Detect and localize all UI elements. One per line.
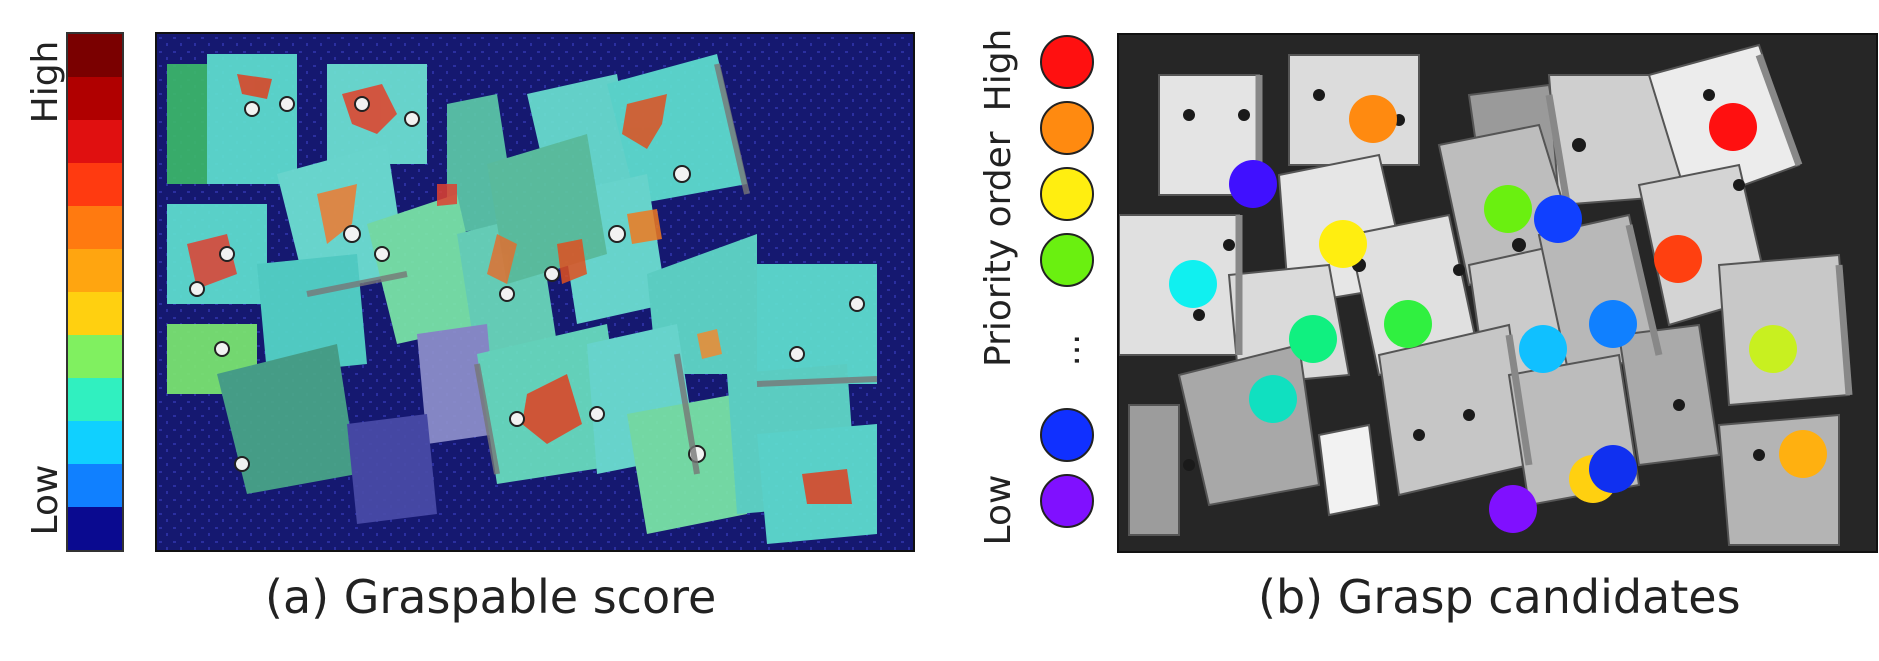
colorbar-segment <box>68 206 122 249</box>
grasp-candidate-dot <box>1484 185 1532 233</box>
legend-title: Priority order <box>978 131 1019 367</box>
candidates-canvas <box>1119 35 1876 551</box>
colorbar-segment <box>68 163 122 206</box>
grasp-candidate-dot <box>1534 195 1582 243</box>
grasp-candidate-dot <box>1779 430 1827 478</box>
colorbar-segment <box>68 507 122 550</box>
grasp-candidate-dot <box>1319 220 1367 268</box>
legend-ellipsis: ... <box>1048 333 1089 367</box>
heatmap-canvas <box>157 34 913 550</box>
graspable-score-colorbar <box>66 32 124 552</box>
panel-b-caption: (b) Grasp candidates <box>1258 570 1741 624</box>
legend-priority-dot <box>1040 408 1094 462</box>
legend-priority-dot <box>1040 233 1094 287</box>
grasp-candidate-dot <box>1289 315 1337 363</box>
grasp-candidate-dot <box>1169 260 1217 308</box>
grasp-candidate-dot <box>1589 300 1637 348</box>
colorbar-segment <box>68 421 122 464</box>
grasp-candidate-dot <box>1654 235 1702 283</box>
grasp-candidate-dot <box>1749 325 1797 373</box>
grasp-candidate-dot <box>1519 325 1567 373</box>
colorbar-segment <box>68 335 122 378</box>
colorbar-segment <box>68 34 122 77</box>
colorbar-high-label: High <box>25 40 66 124</box>
graspable-score-heatmap <box>155 32 915 552</box>
grasp-candidate-dot <box>1229 160 1277 208</box>
legend-high-label: High <box>978 28 1019 112</box>
legend-priority-dot <box>1040 167 1094 221</box>
panel-a-caption: (a) Graspable score <box>265 570 717 624</box>
legend-priority-dot <box>1040 474 1094 528</box>
colorbar-segment <box>68 292 122 335</box>
colorbar-segment <box>68 249 122 292</box>
colorbar-low-label: Low <box>25 464 66 536</box>
grasp-candidate-dot <box>1489 485 1537 533</box>
colorbar-segment <box>68 77 122 120</box>
grasp-candidate-dot <box>1349 95 1397 143</box>
grasp-candidate-dot <box>1249 375 1297 423</box>
colorbar-segment <box>68 120 122 163</box>
grasp-candidate-dot <box>1589 445 1637 493</box>
legend-priority-dot <box>1040 101 1094 155</box>
legend-low-label: Low <box>978 474 1019 546</box>
grasp-candidate-dot <box>1384 300 1432 348</box>
legend-priority-dot <box>1040 35 1094 89</box>
colorbar-segment <box>68 378 122 421</box>
grasp-candidates-image <box>1117 33 1878 553</box>
grasp-candidate-dot <box>1709 103 1757 151</box>
colorbar-segment <box>68 464 122 507</box>
